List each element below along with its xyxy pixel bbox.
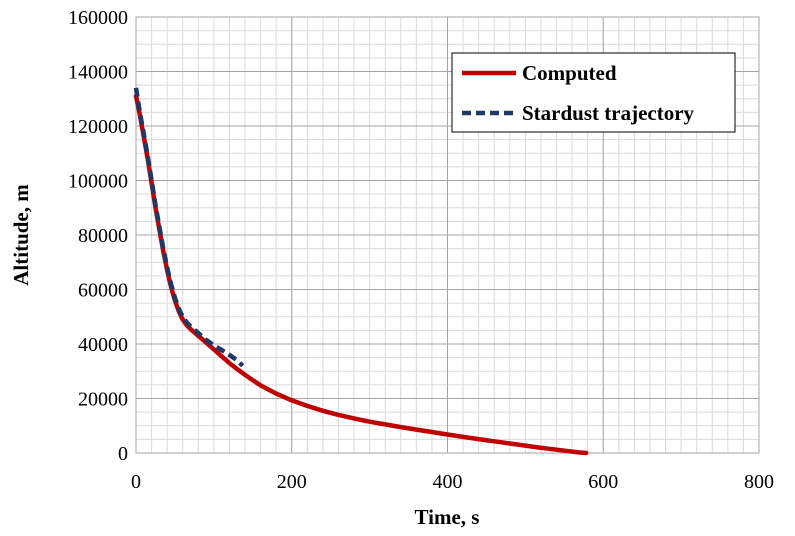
x-tick-labels: 0 200 400 600 800: [131, 471, 774, 493]
y-axis-label: Altitude, m: [9, 184, 33, 286]
y-tick-labels: 0 20000 40000 60000 80000 100000 120000 140000 1…: [68, 7, 128, 465]
x-tick-label: 800: [744, 471, 774, 493]
y-tick-label: 100000: [68, 171, 128, 193]
x-tick-label: 200: [277, 471, 307, 493]
plot-area-frame: [135, 16, 760, 454]
y-tick-label: 140000: [68, 62, 128, 84]
series-line-stardust-trajectory: [133, 87, 245, 368]
x-tick-label: 0: [131, 471, 141, 493]
x-tick-label: 600: [588, 471, 618, 493]
y-tick-label: 0: [118, 443, 128, 465]
legend-label-stardust: Stardust trajectory: [522, 101, 695, 125]
y-tick-label: 80000: [78, 225, 128, 247]
y-tick-label: 160000: [68, 7, 128, 29]
y-tick-label: 120000: [68, 116, 128, 138]
legend-box: [451, 52, 736, 133]
legend: Computed Stardust trajectory: [451, 52, 736, 133]
legend-label-computed: Computed: [522, 61, 617, 85]
series-layer: [133, 87, 589, 456]
y-tick-label: 60000: [78, 280, 128, 302]
x-tick-label: 400: [433, 471, 463, 493]
y-tick-label: 40000: [78, 334, 128, 356]
x-axis-label: Time, s: [415, 505, 480, 529]
y-tick-label: 20000: [78, 389, 128, 411]
series-line-computed: [133, 93, 589, 456]
